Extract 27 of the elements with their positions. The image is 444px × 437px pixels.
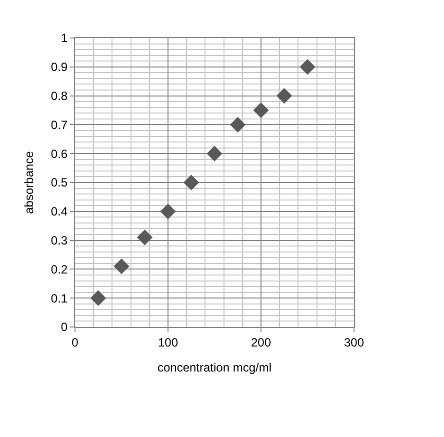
y-tick-label: 1	[60, 31, 68, 46]
y-tick-label: 0.7	[50, 118, 68, 132]
point	[114, 258, 130, 274]
x-tick-label: 300	[344, 335, 364, 350]
point	[300, 59, 316, 75]
x-axis-title: concentration mcg/ml	[157, 360, 272, 374]
y-tick-label: 0.6	[50, 146, 68, 161]
y-axis-title: absorbance	[22, 150, 36, 214]
x-tick-label: 100	[158, 335, 178, 350]
point	[160, 204, 176, 220]
y-tick-label: 0.8	[50, 89, 68, 103]
point	[206, 146, 222, 162]
y-tick-label: 0	[60, 320, 68, 334]
point	[276, 88, 292, 104]
point	[183, 174, 200, 190]
point	[136, 230, 153, 246]
point	[90, 290, 106, 306]
point	[230, 116, 246, 132]
y-tick-label: 0.1	[50, 291, 68, 306]
y-tick-label: 0.2	[50, 262, 68, 276]
x-tick-label: 200	[250, 335, 272, 350]
x-tick-label: 0	[72, 335, 79, 350]
y-tick-label: 0.5	[50, 176, 68, 190]
y-tick-label: 0.3	[50, 234, 68, 248]
y-tick-label: 0.9	[50, 60, 68, 74]
point	[253, 102, 269, 118]
y-tick-label: 0.4	[50, 204, 68, 219]
